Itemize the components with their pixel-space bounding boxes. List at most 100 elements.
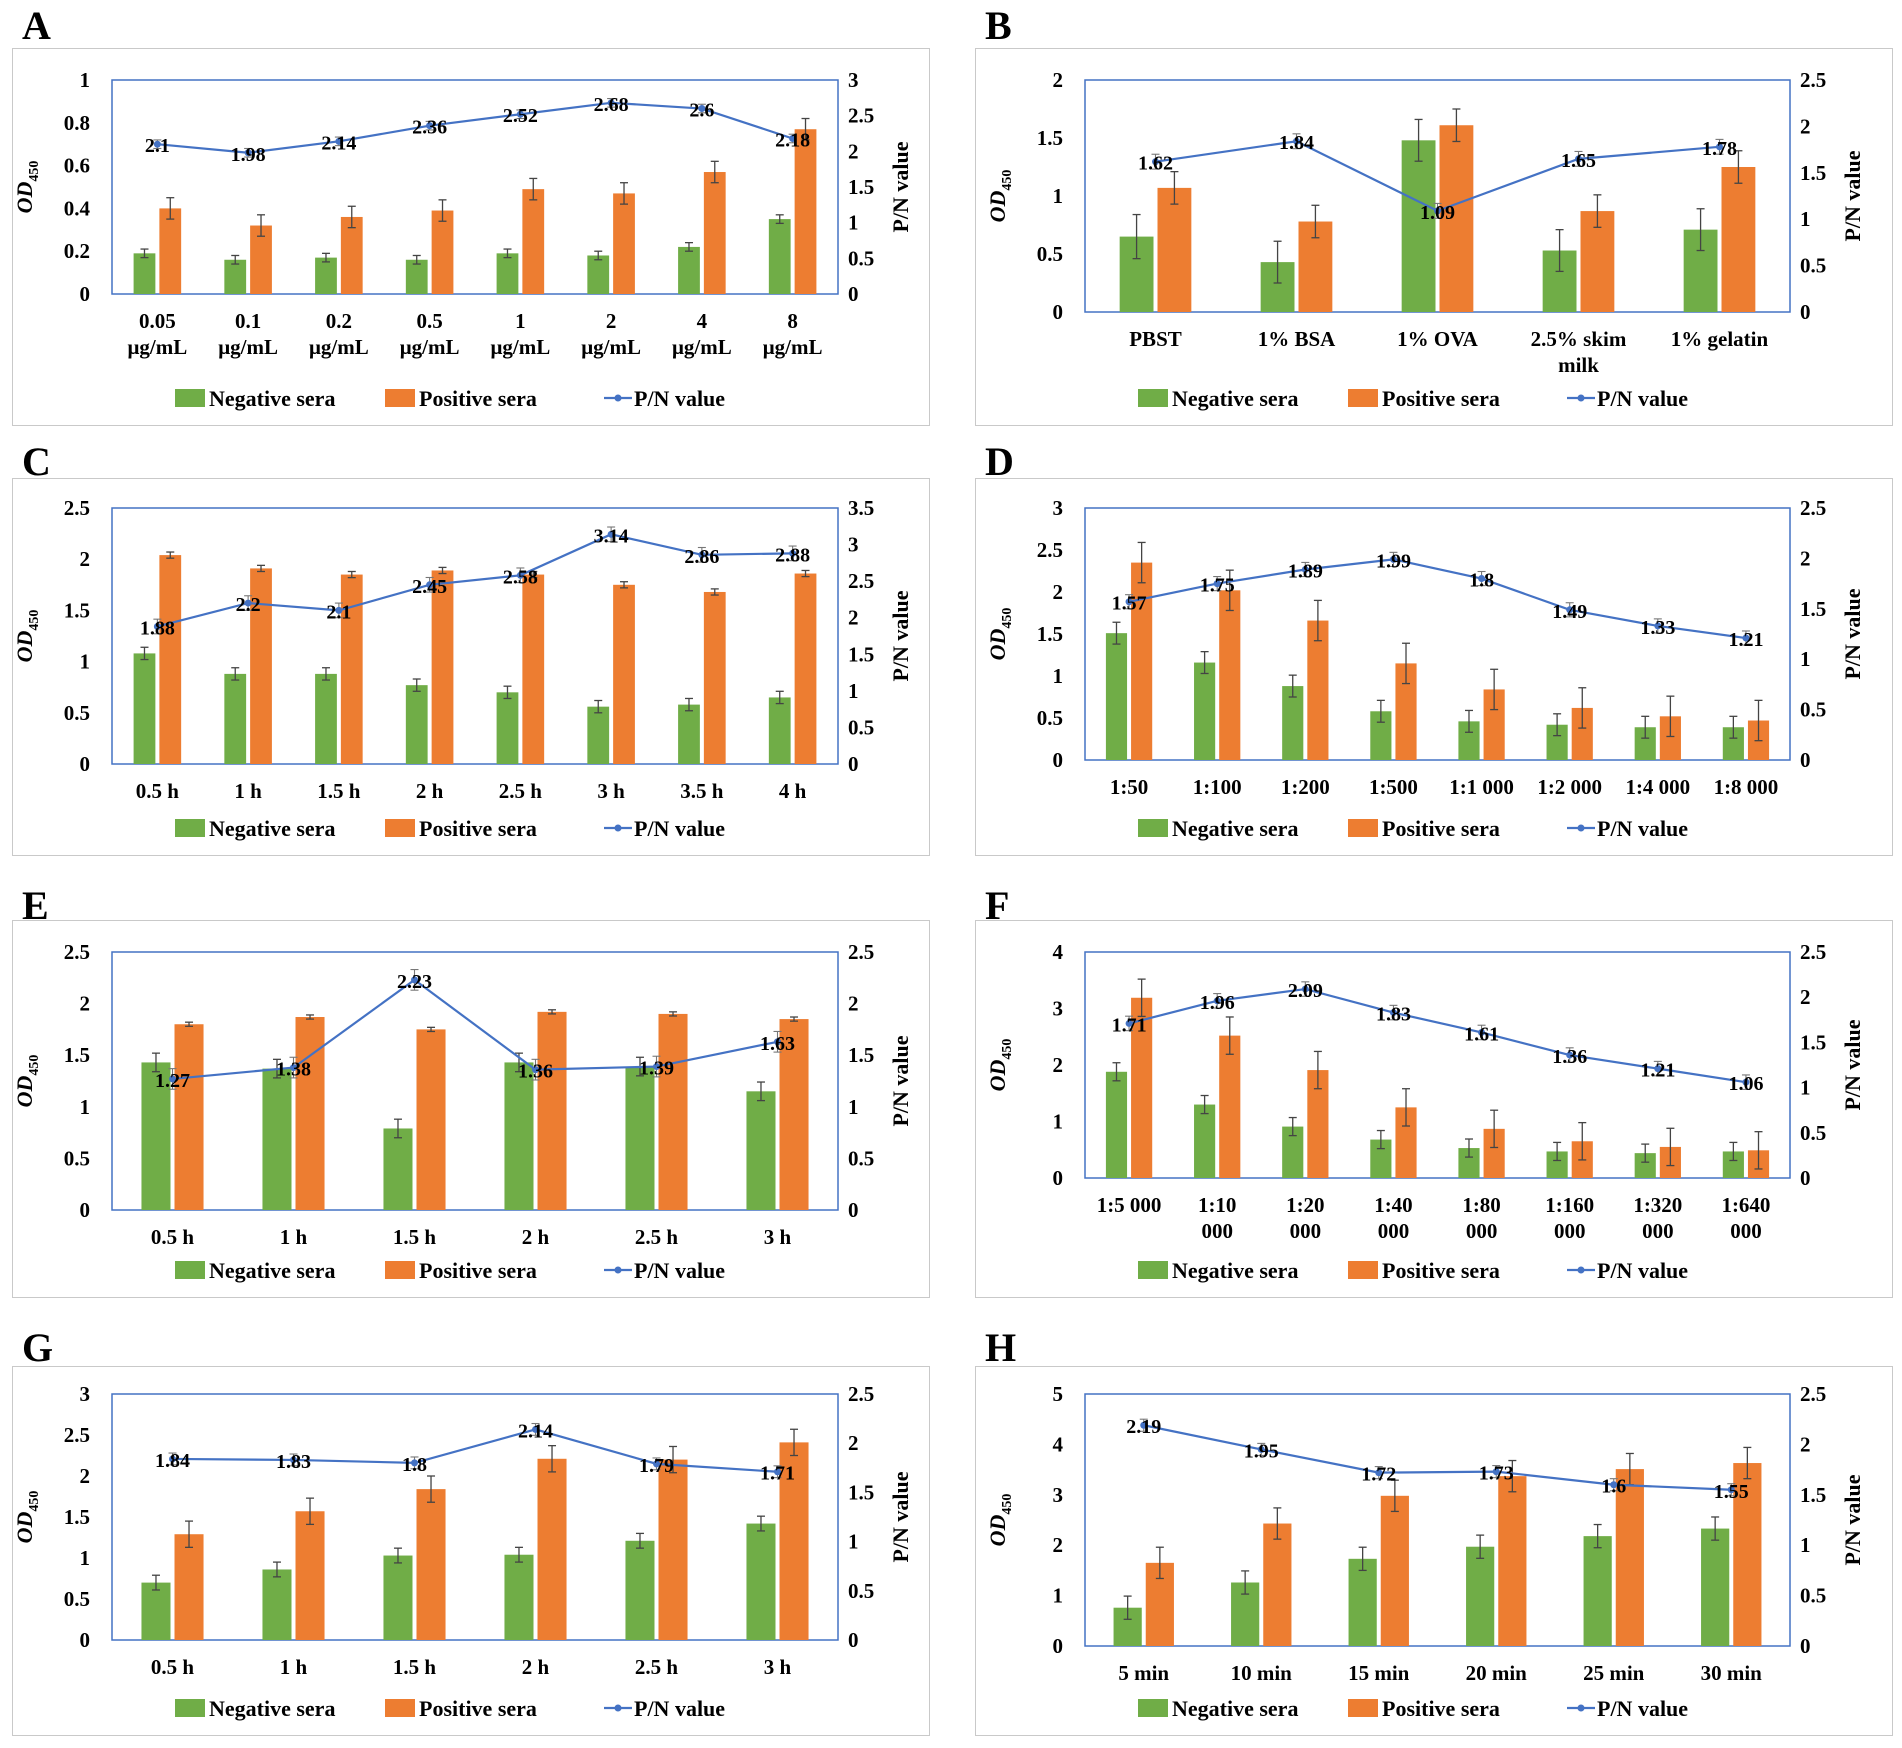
pn-data-label: 1.21 bbox=[1640, 1060, 1675, 1082]
error-bar bbox=[1170, 170, 1179, 205]
error-bar bbox=[594, 699, 603, 714]
x-tick-label: milk bbox=[1558, 353, 1599, 377]
pn-data-label: 2.88 bbox=[775, 544, 810, 566]
pn-point bbox=[1152, 158, 1159, 166]
error-bar bbox=[1641, 1143, 1650, 1163]
y-tick-label: 0.5 bbox=[64, 701, 90, 725]
pn-point bbox=[411, 1459, 418, 1467]
positive-bar bbox=[658, 1459, 688, 1640]
error-bar bbox=[1578, 1121, 1587, 1161]
y-axis-label-sub: 450 bbox=[27, 1055, 42, 1076]
pn-data-label: 2.1 bbox=[326, 601, 351, 623]
y2-tick-label: 2.5 bbox=[1800, 940, 1826, 964]
legend: Negative sera Positive sera P/N value bbox=[175, 1258, 725, 1283]
negative-bar bbox=[1466, 1546, 1495, 1646]
positive-bar bbox=[1439, 125, 1474, 313]
x-tick-label: 1:320 bbox=[1633, 1193, 1682, 1217]
y-tick-label: 0 bbox=[1053, 300, 1064, 324]
x-tick-label: 2 h bbox=[522, 1225, 550, 1249]
legend-swatch-positive bbox=[385, 389, 415, 407]
y-tick-label: 0 bbox=[1053, 1166, 1064, 1190]
error-bar bbox=[427, 1475, 436, 1503]
x-tick-label: 4 h bbox=[779, 779, 807, 803]
negative-bar bbox=[133, 253, 156, 294]
positive-bar bbox=[250, 568, 272, 764]
error-bar bbox=[1490, 1109, 1499, 1149]
negative-bar bbox=[405, 259, 428, 294]
pn-point bbox=[244, 599, 252, 607]
y-axis-label-main: OD bbox=[12, 1512, 37, 1544]
pn-data-label: 1.75 bbox=[1200, 575, 1235, 597]
pn-point bbox=[1742, 1078, 1750, 1086]
pn-point bbox=[698, 105, 706, 113]
y2-tick-label: 0.5 bbox=[848, 715, 874, 739]
y-tick-label: 0.5 bbox=[64, 1587, 90, 1611]
negative-bar bbox=[1458, 721, 1480, 760]
legend-label-pn: P/N value bbox=[634, 816, 725, 841]
x-tick-label: 0.5 h bbox=[151, 1655, 195, 1679]
pn-point bbox=[169, 1075, 176, 1083]
y-tick-label: 1.5 bbox=[64, 598, 90, 622]
error-bar bbox=[1137, 541, 1146, 584]
y-tick-label: 1 bbox=[1053, 184, 1064, 208]
legend-label-negative: Negative sera bbox=[209, 816, 335, 841]
y2-tick-label: 2 bbox=[1800, 1432, 1811, 1456]
negative-bar bbox=[1105, 633, 1128, 760]
plot-area bbox=[1084, 507, 1791, 761]
chart-panel-e: 0 0.5 1 1.5 2 2.5 0 0.5 1 1.5 2 2.5 OD450 P/N value 0.… bbox=[12, 940, 913, 1283]
negative-bar bbox=[678, 246, 700, 294]
positive-bar bbox=[1395, 1107, 1417, 1178]
pn-point bbox=[290, 1456, 297, 1464]
y2-tick-label: 1.5 bbox=[848, 1043, 874, 1067]
error-bar bbox=[321, 667, 330, 681]
pn-point bbox=[244, 149, 252, 157]
pn-data-label: 1.21 bbox=[1728, 629, 1763, 651]
positive-bar bbox=[794, 129, 817, 294]
y-tick-label: 3 bbox=[1053, 1483, 1064, 1507]
error-bar bbox=[1241, 1570, 1250, 1595]
y2-tick-label: 2.5 bbox=[848, 940, 874, 964]
positive-bar bbox=[1380, 1495, 1409, 1646]
pn-point bbox=[1654, 1065, 1662, 1073]
error-bar bbox=[548, 1009, 557, 1015]
legend-swatch-marker bbox=[1577, 1704, 1585, 1712]
negative-bar bbox=[587, 706, 610, 764]
pn-line bbox=[1128, 987, 1747, 1084]
pn-data-label: 2.36 bbox=[412, 117, 447, 139]
legend: Negative sera Positive sera P/N value bbox=[175, 816, 725, 841]
legend-swatch-positive bbox=[1348, 819, 1378, 837]
pn-data-label: 1.62 bbox=[1138, 153, 1173, 175]
y-tick-label: 0.5 bbox=[64, 1146, 90, 1170]
error-bar bbox=[1376, 1129, 1385, 1150]
pn-point bbox=[1140, 1421, 1148, 1429]
negative-bar bbox=[504, 1554, 534, 1640]
y-axis-label-sub: 450 bbox=[1000, 170, 1015, 191]
legend: Negative sera Positive sera P/N value bbox=[1138, 1696, 1688, 1721]
legend-swatch-positive bbox=[385, 1699, 415, 1717]
error-bar bbox=[412, 678, 421, 692]
pn-point bbox=[789, 134, 797, 142]
legend-swatch-positive bbox=[385, 1261, 415, 1279]
x-tick-label: 1% OVA bbox=[1397, 327, 1479, 351]
negative-bar bbox=[133, 653, 156, 764]
legend-label-positive: Positive sera bbox=[1382, 1258, 1500, 1283]
y-axis-label-main: OD bbox=[985, 1060, 1010, 1092]
y2-tick-label: 0 bbox=[1800, 1166, 1811, 1190]
y2-tick-label: 2.5 bbox=[848, 569, 874, 593]
error-bar bbox=[140, 646, 149, 661]
y-axis-label-main: OD bbox=[985, 191, 1010, 223]
plot-area bbox=[1084, 1393, 1791, 1647]
pn-point bbox=[1478, 575, 1486, 583]
error-bar bbox=[801, 117, 810, 141]
negative-bar bbox=[1282, 1126, 1304, 1178]
y2-tick-label: 1.5 bbox=[1800, 161, 1826, 185]
error-bar bbox=[231, 254, 240, 265]
x-tick-label: 000 bbox=[1378, 1219, 1410, 1243]
x-tick-label: 2 h bbox=[522, 1655, 550, 1679]
pn-data-label: 2.14 bbox=[321, 132, 356, 154]
error-bar bbox=[438, 199, 447, 222]
pn-data-label: 2.45 bbox=[412, 576, 447, 598]
y2-tick-label: 1.5 bbox=[1800, 1030, 1826, 1054]
y2-tick-label: 0.5 bbox=[848, 1146, 874, 1170]
